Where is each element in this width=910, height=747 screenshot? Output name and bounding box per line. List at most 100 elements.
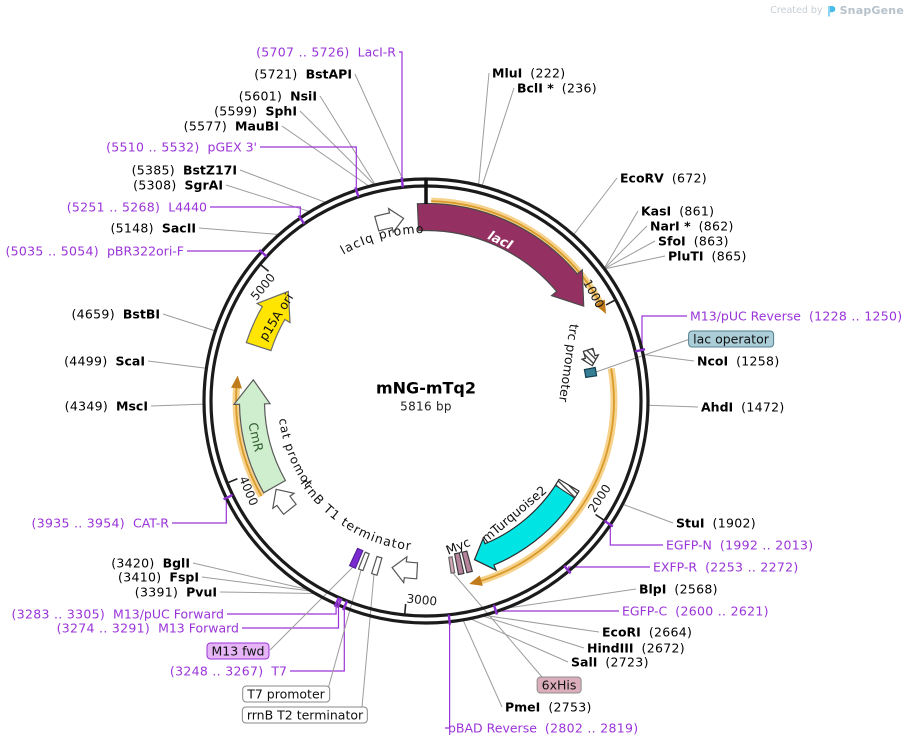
boxed-label-M13-fwd-box[interactable]: M13 fwd xyxy=(206,642,270,660)
label-pGEX-3[interactable]: (5510 .. 5532) pGEX 3' xyxy=(106,140,257,155)
plasmid-center-label: mNG-mTq2 5816 bp xyxy=(376,379,476,414)
feature-p15A-ori[interactable] xyxy=(245,290,291,352)
label-pBR322ori-F[interactable]: (5035 .. 5054) pBR322ori-F xyxy=(6,244,185,259)
feature-rrnB-T1-terminator-feature[interactable] xyxy=(391,555,419,585)
callout-line xyxy=(452,572,543,678)
label-SgrAI[interactable]: (5308) SgrAI xyxy=(133,178,223,193)
label-BclI-star[interactable]: BclI * (236) xyxy=(517,81,597,96)
feature-Myc-bar-1[interactable] xyxy=(461,550,474,574)
label-PluTI[interactable]: PluTI (865) xyxy=(668,249,747,264)
label-NcoI[interactable]: NcoI (1258) xyxy=(697,354,780,369)
primer-site-tick xyxy=(563,564,572,575)
label-CAT-R[interactable]: (3935 .. 3954) CAT-R xyxy=(32,516,169,531)
label-position-text: (3391) xyxy=(134,584,179,600)
primer-site-tick xyxy=(223,493,234,501)
label-position-text: (2568) xyxy=(674,581,718,597)
label-ScaI[interactable]: (4499) ScaI xyxy=(64,354,145,369)
axis-tick-mark xyxy=(403,603,407,615)
axis-tick-mark xyxy=(259,263,270,272)
label-BglI[interactable]: (3420) BglI xyxy=(111,556,190,571)
label-position-text: (5599) xyxy=(214,103,258,119)
label-NarI-star[interactable]: NarI * (862) xyxy=(650,219,734,234)
feature-cat-promoter[interactable] xyxy=(271,488,297,516)
feature-lacI[interactable] xyxy=(416,202,585,308)
label-T7[interactable]: (3248 .. 3267) T7 xyxy=(170,664,287,679)
callout-line xyxy=(604,255,666,270)
boxed-label-lac-operator-box[interactable]: lac operator xyxy=(688,330,774,348)
feature-T7-promoter-feature[interactable] xyxy=(357,551,370,572)
callout-line xyxy=(239,169,327,204)
label-pBAD-Reverse[interactable]: pBAD Reverse (2802 .. 2819) xyxy=(448,721,638,736)
label-MluI[interactable]: MluI (222) xyxy=(492,66,565,81)
feature-rrnB-T2-terminator-feature[interactable] xyxy=(370,555,383,576)
label-StuI[interactable]: StuI (1902) xyxy=(676,516,756,531)
label-position-text: (2600 .. 2621) xyxy=(675,603,769,619)
label-SalI[interactable]: SalI (2723) xyxy=(571,655,649,670)
label-M13-pUC-Forward[interactable]: (3283 .. 3305) M13/pUC Forward xyxy=(12,607,224,622)
feature-lacIq-promoter[interactable] xyxy=(374,207,405,234)
plasmid-title: mNG-mTq2 xyxy=(375,378,477,398)
label-name-text: MluI xyxy=(492,65,523,81)
feature-CmR[interactable] xyxy=(232,378,287,494)
label-position-text: (2253 .. 2272) xyxy=(705,559,799,575)
feature-M13-fwd-feature[interactable] xyxy=(348,547,364,569)
label-name-text: EcoRV xyxy=(620,170,664,186)
label-position-text: (5035 .. 5054) xyxy=(5,243,99,259)
boxed-label-T7-promoter-box[interactable]: T7 promoter xyxy=(242,685,330,703)
primer-site-tick xyxy=(336,598,343,609)
label-EcoRV[interactable]: EcoRV (672) xyxy=(620,171,707,186)
label-name-text: M13/pUC Forward xyxy=(113,606,224,622)
label-SfoI[interactable]: SfoI (863) xyxy=(658,234,729,249)
label-position-text: (4349) xyxy=(64,398,109,414)
boxed-label-6xHis-box[interactable]: 6xHis xyxy=(536,676,582,694)
label-MauBI[interactable]: (5577) MauBI xyxy=(184,119,279,134)
label-HindIII[interactable]: HindIII (2672) xyxy=(587,641,685,656)
callout-line xyxy=(647,404,699,408)
label-position-text: (865) xyxy=(711,248,747,264)
callout-line xyxy=(603,225,648,269)
feature-Myc-bar-2[interactable] xyxy=(453,552,465,576)
label-PmeI[interactable]: PmeI (2753) xyxy=(505,700,592,715)
label-NsiI[interactable]: (5601) NsiI xyxy=(239,89,317,104)
label-EXFP-R[interactable]: EXFP-R (2253 .. 2272) xyxy=(653,560,799,575)
feature-trc-promoter[interactable] xyxy=(580,347,600,367)
label-SphI[interactable]: (5599) SphI xyxy=(214,104,297,119)
feature-6xHis-bar[interactable] xyxy=(448,556,456,574)
label-position-text: (4659) xyxy=(71,306,115,322)
label-M13-Forward[interactable]: (3274 .. 3291) M13 Forward xyxy=(57,621,239,636)
label-SacII[interactable]: (5148) SacII xyxy=(110,221,196,236)
label-name-text: T7 xyxy=(271,663,287,679)
label-M13-pUC-Reverse[interactable]: M13/pUC Reverse (1228 .. 1250) xyxy=(690,309,902,324)
label-name-text: HindIII xyxy=(587,640,634,656)
label-BstBI[interactable]: (4659) BstBI xyxy=(72,307,161,322)
label-PvuI[interactable]: (3391) PvuI xyxy=(135,585,217,600)
label-BlpI[interactable]: BlpI (2568) xyxy=(639,582,718,597)
callout-line xyxy=(225,184,311,213)
feature-lac-operator-feature[interactable] xyxy=(583,366,598,379)
label-EcoRI[interactable]: EcoRI (2664) xyxy=(602,625,692,640)
label-FspI[interactable]: (3410) FspI xyxy=(118,570,199,585)
label-LacI-R[interactable]: (5707 .. 5726) LacI-R xyxy=(256,45,396,60)
label-EGFP-C[interactable]: EGFP-C (2600 .. 2621) xyxy=(622,604,769,619)
label-L4440[interactable]: (5251 .. 5268) L4440 xyxy=(67,200,207,215)
callout-line xyxy=(462,619,503,708)
label-name-text: LacI-R xyxy=(357,44,396,60)
label-AhdI[interactable]: AhdI (1472) xyxy=(701,400,785,415)
label-position-text: (4499) xyxy=(64,353,108,369)
label-BstZ17I[interactable]: (5385) BstZ17I xyxy=(132,163,237,178)
primer-site-tick xyxy=(258,249,268,258)
label-KasI[interactable]: KasI (861) xyxy=(641,204,714,219)
label-BstAPI[interactable]: (5721) BstAPI xyxy=(254,67,352,82)
feature-mTurquoise2[interactable] xyxy=(473,478,580,572)
feature-label-rrnB-T1-terminator-feature[interactable]: rrnB T1 terminator xyxy=(298,476,413,553)
boxed-label-rrnB-T2-terminator-box[interactable]: rrnB T2 terminator xyxy=(241,706,369,724)
orf-arc-arrowhead-icon xyxy=(231,375,242,389)
feature-label-trc-promoter[interactable]: trc promoter xyxy=(556,323,582,404)
feature-label-CmR[interactable]: CmR xyxy=(245,421,266,454)
label-EGFP-N[interactable]: EGFP-N (1992 .. 2013) xyxy=(666,538,813,553)
label-name-text: BstAPI xyxy=(305,66,352,82)
label-name-text: L4440 xyxy=(168,199,207,215)
snapgene-watermark: Created by SnapGene xyxy=(770,4,904,17)
label-MscI[interactable]: (4349) MscI xyxy=(65,399,148,414)
label-name-text: AhdI xyxy=(701,399,734,415)
